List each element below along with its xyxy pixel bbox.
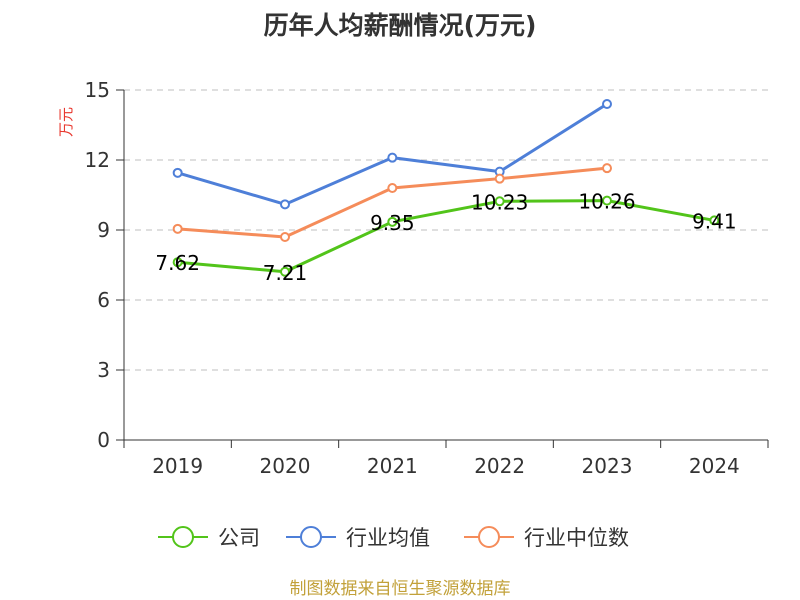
- legend: 公司 行业均值 行业中位数: [158, 526, 629, 550]
- series-line-0: [177, 199, 715, 274]
- legend-label: 行业中位数: [524, 526, 629, 550]
- data-point: [602, 163, 612, 174]
- data-point: [172, 257, 183, 268]
- data-label: 9.35: [370, 211, 415, 235]
- legend-label: 行业均值: [346, 526, 430, 550]
- data-point: [387, 216, 398, 227]
- chart-title: 历年人均薪酬情况(万元): [263, 11, 537, 40]
- data-labels: 7.62 7.21 9.35 10.23 10.26 9.41: [155, 190, 736, 285]
- data-point: [602, 99, 612, 109]
- source-note: 制图数据来自恒生聚源数据库: [290, 579, 511, 599]
- data-point: [172, 167, 183, 178]
- y-tick-label: 3: [97, 358, 110, 382]
- data-point: [602, 195, 612, 206]
- y-tick-label: 0: [97, 428, 110, 452]
- x-tick-label: 2020: [260, 454, 311, 478]
- x-tick-label: 2023: [582, 454, 633, 478]
- x-tick-label: 2019: [152, 454, 203, 478]
- data-label: 7.21: [263, 261, 308, 285]
- legend-marker-0: [172, 526, 194, 548]
- axes: 0 3 6 9 12 15 2019 2020 2021 2022 2023 2024: [85, 78, 769, 478]
- data-point: [494, 196, 505, 207]
- x-tick-label: 2022: [474, 454, 525, 478]
- y-tick-label: 12: [85, 148, 110, 172]
- data-point: [387, 183, 398, 193]
- legend-marker-1: [300, 526, 322, 548]
- data-label: 9.41: [692, 209, 737, 233]
- y-tick-label: 15: [85, 78, 110, 102]
- data-label: 10.26: [578, 190, 635, 214]
- legend-marker-2: [478, 526, 500, 548]
- data-point: [280, 199, 290, 210]
- data-point: [172, 223, 183, 234]
- data-point: [280, 232, 290, 242]
- y-tick-label: 6: [97, 288, 110, 312]
- series-layer: [172, 99, 720, 277]
- data-point: [709, 215, 720, 226]
- data-label: 7.62: [155, 251, 200, 275]
- grid-lines: [124, 89, 768, 371]
- x-tick-label: 2021: [367, 454, 418, 478]
- data-point: [494, 173, 505, 184]
- data-point: [387, 152, 398, 163]
- legend-label: 公司: [218, 526, 260, 550]
- x-tick-label: 2024: [689, 454, 740, 478]
- y-axis-unit-label: 万元: [57, 107, 75, 137]
- data-label: 10.23: [471, 190, 528, 214]
- y-tick-label: 9: [97, 218, 110, 242]
- data-point: [280, 266, 290, 277]
